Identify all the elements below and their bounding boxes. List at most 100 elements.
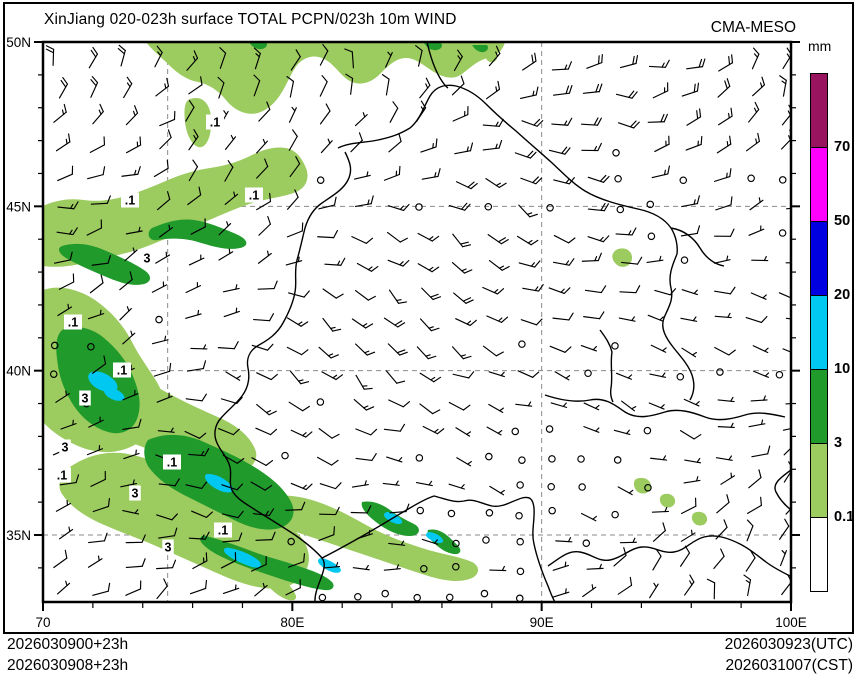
wind-barb <box>550 402 568 408</box>
calm-wind-circle <box>515 594 524 602</box>
wind-barb <box>452 106 469 122</box>
wind-barb <box>482 118 504 127</box>
wind-barb <box>652 522 666 542</box>
wind-barb <box>87 309 105 320</box>
wind-barb <box>222 532 243 543</box>
wind-barb <box>122 418 142 430</box>
wind-barb <box>121 166 141 177</box>
calm-wind-circle <box>582 539 591 547</box>
wind-barb <box>748 101 760 123</box>
wind-barb <box>354 289 376 301</box>
wind-barb <box>417 263 440 273</box>
contour-label: .1 <box>214 522 232 538</box>
wind-barb <box>351 236 374 244</box>
wind-barb <box>419 403 441 415</box>
lat-tick-label: 35N <box>6 528 31 543</box>
wind-barb <box>486 80 501 100</box>
wind-barb <box>353 398 375 411</box>
wind-barb <box>119 306 132 321</box>
wind-barb <box>713 228 735 237</box>
wind-barb <box>122 389 139 401</box>
border-line <box>599 329 614 403</box>
wind-barb <box>455 181 478 190</box>
wind-barb <box>222 454 245 464</box>
calm-wind-circle <box>679 176 688 185</box>
colorbar-tick-label: 50 <box>834 213 851 229</box>
contour-label: 3 <box>129 485 141 501</box>
wind-barb <box>581 117 602 126</box>
wind-barb <box>153 362 172 377</box>
wind-barb <box>157 427 175 433</box>
wind-barb <box>717 422 735 429</box>
contour-label: 3 <box>59 439 71 455</box>
wind-barb <box>258 101 271 122</box>
wind-barb <box>55 390 70 403</box>
wind-barb <box>386 456 403 463</box>
wind-barb <box>86 219 103 236</box>
calm-wind-circle <box>281 451 289 460</box>
wind-barb <box>92 355 107 374</box>
wind-barb <box>352 564 370 571</box>
lon-tick-label: 80E <box>280 615 304 630</box>
calm-wind-circle <box>485 509 494 517</box>
wind-barb <box>548 146 571 155</box>
calm-wind-circle <box>577 455 585 463</box>
wind-barb <box>288 129 298 151</box>
wind-barb <box>350 132 363 153</box>
precip-area <box>104 388 125 401</box>
wind-barb <box>188 159 199 182</box>
wind-barb <box>124 247 138 262</box>
wind-barb <box>419 318 440 332</box>
wind-barb <box>158 478 180 487</box>
wind-barb <box>420 138 438 153</box>
wind-barb <box>319 74 328 97</box>
calm-wind-circle <box>316 176 325 184</box>
wind-barb <box>318 196 337 210</box>
wind-barb <box>290 49 301 71</box>
wind-barb <box>717 396 735 403</box>
wind-barb <box>345 73 354 95</box>
wind-barb <box>256 138 268 154</box>
wind-barb <box>680 529 696 542</box>
wind-barb <box>54 251 73 264</box>
wind-barb <box>517 370 540 378</box>
wind-barb <box>354 171 371 180</box>
wind-barb <box>253 74 261 97</box>
contour-label: .1 <box>121 192 139 208</box>
calm-wind-circle <box>452 562 460 571</box>
calm-wind-circle <box>484 202 493 211</box>
wind-barb <box>617 120 640 129</box>
wind-barb <box>188 76 203 95</box>
wind-barb <box>322 562 341 569</box>
wind-barb <box>156 392 173 403</box>
wind-barb <box>159 224 174 238</box>
wind-barb <box>53 103 67 123</box>
wind-barb <box>681 347 697 358</box>
wind-barb <box>320 138 333 154</box>
wind-barb <box>453 292 474 304</box>
wind-barb <box>58 273 75 290</box>
wind-barb <box>521 118 544 127</box>
precip-area <box>472 45 488 53</box>
colorbar-segment <box>810 295 828 370</box>
wind-barb <box>686 108 702 126</box>
wind-barb <box>224 191 239 206</box>
wind-barb <box>451 261 473 274</box>
wind-barb <box>119 271 133 291</box>
wind-barb <box>250 555 267 572</box>
wind-barb <box>288 401 310 412</box>
wind-barb <box>125 136 142 154</box>
wind-barb <box>285 501 306 511</box>
calm-wind-circle <box>646 200 655 209</box>
wind-barb <box>782 427 791 431</box>
border-line <box>547 535 791 577</box>
wind-barb <box>746 519 754 542</box>
precip-area <box>318 558 341 573</box>
colorbar-tick-label: 20 <box>834 287 851 303</box>
wind-barb <box>581 142 602 152</box>
wind-barb <box>123 76 133 99</box>
border-line <box>426 42 449 89</box>
lon-tick-label: 100E <box>775 615 807 630</box>
wind-barb <box>482 286 505 295</box>
